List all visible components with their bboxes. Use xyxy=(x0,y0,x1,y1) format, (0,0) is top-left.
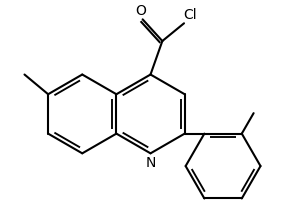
Text: O: O xyxy=(136,4,146,18)
Text: N: N xyxy=(146,156,156,170)
Text: Cl: Cl xyxy=(183,8,197,22)
